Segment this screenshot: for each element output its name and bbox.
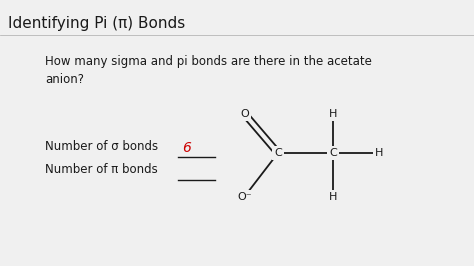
Text: O: O — [241, 109, 249, 119]
Text: C: C — [274, 148, 282, 158]
Text: C: C — [329, 148, 337, 158]
Text: O⁻: O⁻ — [237, 192, 252, 202]
Text: H: H — [375, 148, 383, 158]
Text: Identifying Pi (π) Bonds: Identifying Pi (π) Bonds — [8, 16, 185, 31]
Text: Number of σ bonds: Number of σ bonds — [45, 140, 162, 153]
Text: 6: 6 — [182, 141, 191, 155]
Text: How many sigma and pi bonds are there in the acetate
anion?: How many sigma and pi bonds are there in… — [45, 55, 372, 86]
Text: H: H — [329, 109, 337, 119]
Text: Number of π bonds: Number of π bonds — [45, 163, 162, 176]
Text: H: H — [329, 192, 337, 202]
